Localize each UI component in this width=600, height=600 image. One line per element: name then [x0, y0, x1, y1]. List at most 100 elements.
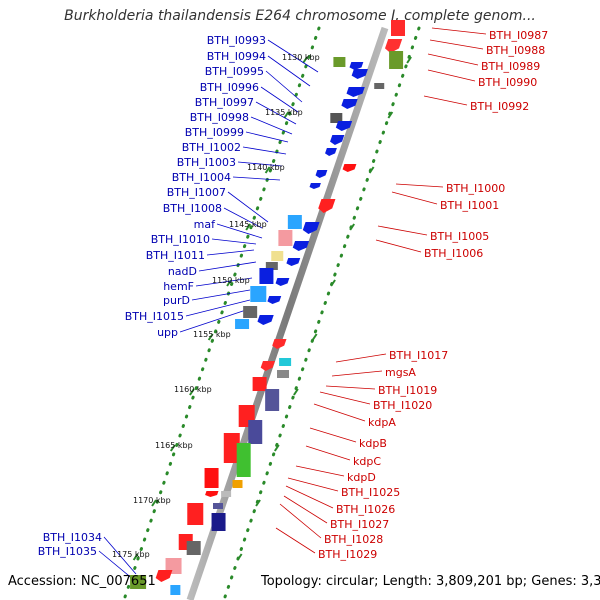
- gene-block: [235, 319, 250, 329]
- reverse-gene-label: BTH_I1034: [43, 531, 102, 544]
- gene-pointer: [285, 485, 334, 509]
- gene-pointer: [431, 27, 487, 35]
- gene-block: [259, 268, 274, 284]
- gene-pointer: [198, 261, 257, 272]
- gene-arrow: [292, 241, 310, 251]
- track-right: [222, 26, 421, 600]
- gene-arrow: [272, 339, 287, 349]
- reverse-gene-label: BTH_I1002: [182, 141, 241, 154]
- gene-arrow: [257, 315, 274, 325]
- forward-gene-label: BTH_I1006: [424, 247, 483, 260]
- gene-pointer: [319, 391, 371, 405]
- reverse-gene-label: BTH_I1015: [125, 310, 184, 323]
- gene-pointer: [242, 146, 287, 155]
- forward-gene-label: BTH_I1028: [324, 533, 383, 546]
- position-tick: [207, 333, 214, 341]
- reverse-gene-label: BTH_I0993: [207, 34, 266, 47]
- reverse-gene-label: BTH_I0995: [205, 65, 264, 78]
- gene-pointer: [279, 503, 322, 539]
- gene-block: [374, 83, 385, 89]
- gene-block: [248, 420, 263, 444]
- gene-pointer: [179, 309, 247, 333]
- forward-gene-label: BTH_I1005: [430, 230, 489, 243]
- position-tick: [132, 553, 139, 561]
- gene-arrow: [325, 148, 337, 156]
- reverse-gene-label: BTH_I0999: [185, 126, 244, 139]
- gene-arrow: [275, 278, 290, 286]
- gene-pointer: [377, 225, 428, 236]
- gene-block: [186, 541, 201, 555]
- gene-block: [250, 286, 267, 302]
- gene-pointer: [232, 176, 281, 181]
- gene-pointer: [267, 39, 319, 73]
- forward-gene-label: BTH_I1025: [341, 486, 400, 499]
- gene-block: [391, 20, 405, 36]
- position-tick: [169, 444, 176, 452]
- gene-pointer: [227, 191, 269, 223]
- position-tick: [387, 111, 394, 119]
- position-tick: [293, 388, 299, 396]
- gene-block: [271, 251, 284, 261]
- position-label: 1175 kbp: [112, 550, 150, 559]
- reverse-gene-label: BTH_I1004: [172, 171, 231, 184]
- gene-pointer: [237, 161, 283, 167]
- gene-block: [213, 503, 224, 509]
- gene-arrow: [205, 491, 219, 497]
- position-tick: [349, 223, 355, 231]
- gene-arrow: [342, 164, 357, 172]
- gene-arrow: [155, 570, 173, 582]
- gene-arrow: [267, 296, 282, 304]
- gene-block: [236, 443, 251, 477]
- gene-pointer: [223, 207, 263, 229]
- reverse-gene-label: BTH_I0997: [195, 96, 254, 109]
- position-tick: [330, 279, 336, 287]
- gene-arrow: [346, 87, 365, 97]
- gene-pointer: [191, 289, 251, 301]
- reverse-gene-label: BTH_I0994: [207, 50, 266, 63]
- forward-gene-label: BTH_I0988: [486, 44, 545, 57]
- position-tick: [368, 166, 375, 174]
- gene-arrow: [286, 258, 301, 266]
- gene-arrow: [302, 222, 320, 234]
- position-label: 1145 kbp: [229, 220, 267, 229]
- accession-text: Accession: NC_007651: [8, 574, 156, 589]
- forward-gene-label: BTH_I0990: [478, 76, 537, 89]
- position-label: 1170 kbp: [133, 496, 171, 505]
- gene-pointer: [295, 465, 345, 477]
- reverse-gene-label: BTH_I1008: [163, 202, 222, 215]
- position-label: 1135 kbp: [265, 108, 303, 117]
- forward-gene-label: BTH_I0989: [481, 60, 540, 73]
- gene-pointer: [287, 477, 339, 492]
- gene-pointer: [305, 445, 351, 461]
- reverse-gene-label: BTH_I0996: [200, 81, 259, 94]
- gene-pointer: [391, 191, 438, 205]
- gene-block: [204, 468, 219, 488]
- forward-gene-label: kdpD: [347, 471, 376, 484]
- position-label: 1150 kbp: [212, 276, 250, 285]
- gene-pointer: [275, 527, 316, 554]
- gene-pointer: [427, 69, 476, 82]
- gene-pointer: [423, 95, 468, 106]
- position-tick: [245, 223, 251, 231]
- gene-block: [330, 113, 343, 123]
- reverse-gene-label: BTH_I1010: [151, 233, 210, 246]
- gene-arrow: [318, 199, 336, 213]
- position-label: 1165 kbp: [155, 441, 193, 450]
- gene-pointer: [103, 536, 137, 575]
- gene-block: [277, 370, 290, 378]
- forward-gene-label: kdpB: [359, 437, 387, 450]
- gene-pointer: [309, 427, 357, 443]
- gene-pointer: [335, 353, 387, 363]
- reverse-gene-label: hemF: [163, 280, 194, 293]
- gene-pointer: [331, 370, 383, 377]
- gene-arrow: [351, 69, 368, 79]
- gene-pointer: [195, 277, 253, 287]
- gene-pointer: [185, 299, 251, 317]
- gene-pointer: [255, 101, 297, 125]
- position-tick: [236, 553, 243, 561]
- position-tick: [255, 499, 261, 507]
- position-label: 1160 kbp: [174, 385, 212, 394]
- reverse-gene-label: upp: [157, 326, 178, 339]
- forward-gene-label: BTH_I1027: [330, 518, 389, 531]
